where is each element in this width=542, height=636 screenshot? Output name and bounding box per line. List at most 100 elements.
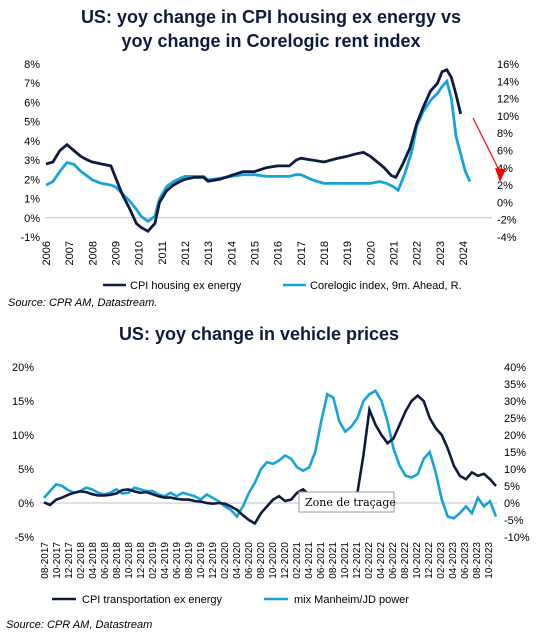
chart2-series-cpi-transportation (43, 393, 497, 526)
chart1-left-tick: 1% (24, 194, 40, 206)
chart2-x-tick: 10-2018 (124, 542, 135, 579)
chart1-legend-cpi: CPI housing ex energy (130, 280, 242, 292)
chart1-right-tick: -2% (497, 215, 517, 227)
chart1-title-line2: yoy change in Corelogic rent index (121, 31, 420, 51)
chart1-title-line1: US: yoy change in CPI housing ex energy … (81, 7, 461, 27)
chart1-right-tick: 8% (497, 128, 513, 140)
chart2-x-tick: 02-2021 (292, 542, 303, 579)
chart2-right-tick: 40% (504, 362, 526, 374)
chart2-x-tick: 02-2019 (148, 542, 159, 579)
chart1-left-tick: 4% (24, 136, 40, 148)
chart2-left-tick: 0% (18, 498, 34, 510)
chart1-x-tick: 2016 (273, 241, 285, 265)
chart1-x-tick: 2020 (365, 241, 377, 265)
chart2-right-tick: 20% (504, 430, 526, 442)
chart2-x-tick: 12-2018 (136, 542, 147, 579)
chart2-x-tick: 02-2023 (436, 542, 447, 579)
chart1-right-tick: 16% (497, 59, 519, 71)
chart2-right-tick: 5% (504, 481, 520, 493)
chart1-x-tick: 2019 (342, 241, 354, 265)
chart2-right-tick: 30% (504, 396, 526, 408)
chart1-legend-corelogic: Corelogic index, 9m. Ahead, R. (310, 280, 462, 292)
chart2-x-tick: 12-2020 (280, 542, 291, 579)
chart1-x-tick: 2007 (64, 241, 76, 265)
chart2-left-tick: 20% (12, 362, 34, 374)
chart2-x-tick: 10-2019 (196, 542, 207, 579)
chart1-right-tick: 6% (497, 146, 513, 158)
chart2-x-tick: 04-2022 (376, 542, 387, 579)
chart2-x-tick: 10-2017 (52, 542, 63, 579)
chart1-x-tick: 2017 (296, 241, 308, 265)
chart1-x-tick: 2018 (319, 241, 331, 265)
chart1-x-tick: 2011 (157, 241, 169, 265)
chart1-left-axis: 8% 7% 6% 5% 4% 3% 2% 1% 0% -1% (20, 59, 40, 244)
chart2-x-tick: 06-2023 (460, 542, 471, 579)
chart2-x-tick: 04-2023 (448, 542, 459, 579)
chart2-left-tick: 15% (12, 396, 34, 408)
chart1-x-tick: 2022 (412, 241, 424, 265)
chart1-x-tick: 2012 (180, 241, 192, 265)
chart2-right-axis: 40% 35% 30% 25% 20% 15% 10% 5% 0% -5% -10% (504, 362, 530, 544)
chart1-x-tick: 2013 (203, 241, 215, 265)
chart2-tooltip-text: Zone de traçage (305, 496, 396, 509)
chart2-x-tick: 08-2020 (256, 542, 267, 579)
chart2-right-tick: 15% (504, 447, 526, 459)
chart1-x-tick: 2024 (458, 241, 470, 265)
chart1-series-corelogic (45, 68, 463, 233)
chart2-left-tick: 5% (18, 464, 34, 476)
chart1-right-tick: -4% (497, 232, 517, 244)
chart2-right-tick: 0% (504, 498, 520, 510)
chart2-tooltip: Zone de traçage (298, 491, 396, 513)
chart2-x-tick: 12-2021 (352, 542, 363, 579)
chart2-left-tick: 10% (12, 430, 34, 442)
chart2-legend: CPI transportation ex energy mix Manheim… (52, 594, 409, 606)
chart2-x-tick: 10-2023 (484, 542, 495, 579)
chart2-legend-manheim: mix Manheim/JD power (294, 594, 409, 606)
chart1-right-tick: 10% (497, 111, 519, 123)
chart2-x-tick: 10-2020 (268, 542, 279, 579)
chart1-left-tick: 6% (24, 97, 40, 109)
chart1-x-tick: 2010 (134, 241, 146, 265)
chart2-x-tick: 02-2022 (364, 542, 375, 579)
chart1-x-tick: 2008 (87, 241, 99, 265)
chart2-right-tick: -5% (504, 515, 524, 527)
chart2-x-tick: 04-2018 (88, 542, 99, 579)
chart2-x-tick: 06-2018 (100, 542, 111, 579)
chart1-x-tick: 2006 (41, 241, 53, 265)
chart1-left-tick: 8% (24, 59, 40, 71)
chart2-x-tick: 04-2021 (304, 542, 315, 579)
chart2-x-tick: 12-2017 (64, 542, 75, 579)
chart1-left-tick: 5% (24, 117, 40, 129)
chart2-x-tick: 10-2021 (340, 542, 351, 579)
chart1-legend: CPI housing ex energy Corelogic index, 9… (103, 280, 462, 292)
chart2-x-axis: 08-2017 10-2017 12-2017 02-2018 04-2018 06-20… (40, 542, 495, 579)
chart1-left-tick: 2% (24, 174, 40, 186)
chart1-series-cpi-housing (45, 78, 472, 224)
chart2-source: Source: CPR AM, Datastream (6, 619, 152, 631)
chart2-tooltip-box (298, 491, 395, 513)
chart2-x-tick: 06-2020 (244, 542, 255, 579)
chart2-x-tick: 12-2019 (208, 542, 219, 579)
chart2-right-tick: 25% (504, 413, 526, 425)
chart2-x-tick: 08-2017 (40, 542, 51, 579)
chart2-x-tick: 08-2018 (112, 542, 123, 579)
chart2-x-tick: 02-2020 (220, 542, 231, 579)
chart1-right-tick: 14% (497, 76, 519, 88)
chart2-x-tick: 10-2022 (412, 542, 423, 579)
chart1-right-tick: 12% (497, 94, 519, 106)
chart2-right-tick: 10% (504, 464, 526, 476)
chart1-left-tick: 7% (24, 78, 40, 90)
chart2-x-tick: 06-2019 (172, 542, 183, 579)
chart1-x-tick: 2015 (250, 241, 262, 265)
chart1-x-tick: 2021 (389, 241, 401, 265)
chart1-right-tick: 0% (497, 197, 513, 209)
chart2-x-tick: 08-2023 (472, 542, 483, 579)
chart2-x-tick: 06-2021 (316, 542, 327, 579)
chart2-legend-cpi: CPI transportation ex energy (82, 594, 223, 606)
chart1-forecast-arrow (472, 117, 506, 182)
chart2-x-tick: 08-2019 (184, 542, 195, 579)
chart1-right-axis: 16%14%12%10%8%6%4%2%0%-2%-4% (497, 59, 519, 244)
chart2-x-tick: 08-2021 (328, 542, 339, 579)
chart1-x-axis: 2006 2007 2008 2009 2010 2011 2012 2013 2014 2015… (41, 241, 470, 265)
